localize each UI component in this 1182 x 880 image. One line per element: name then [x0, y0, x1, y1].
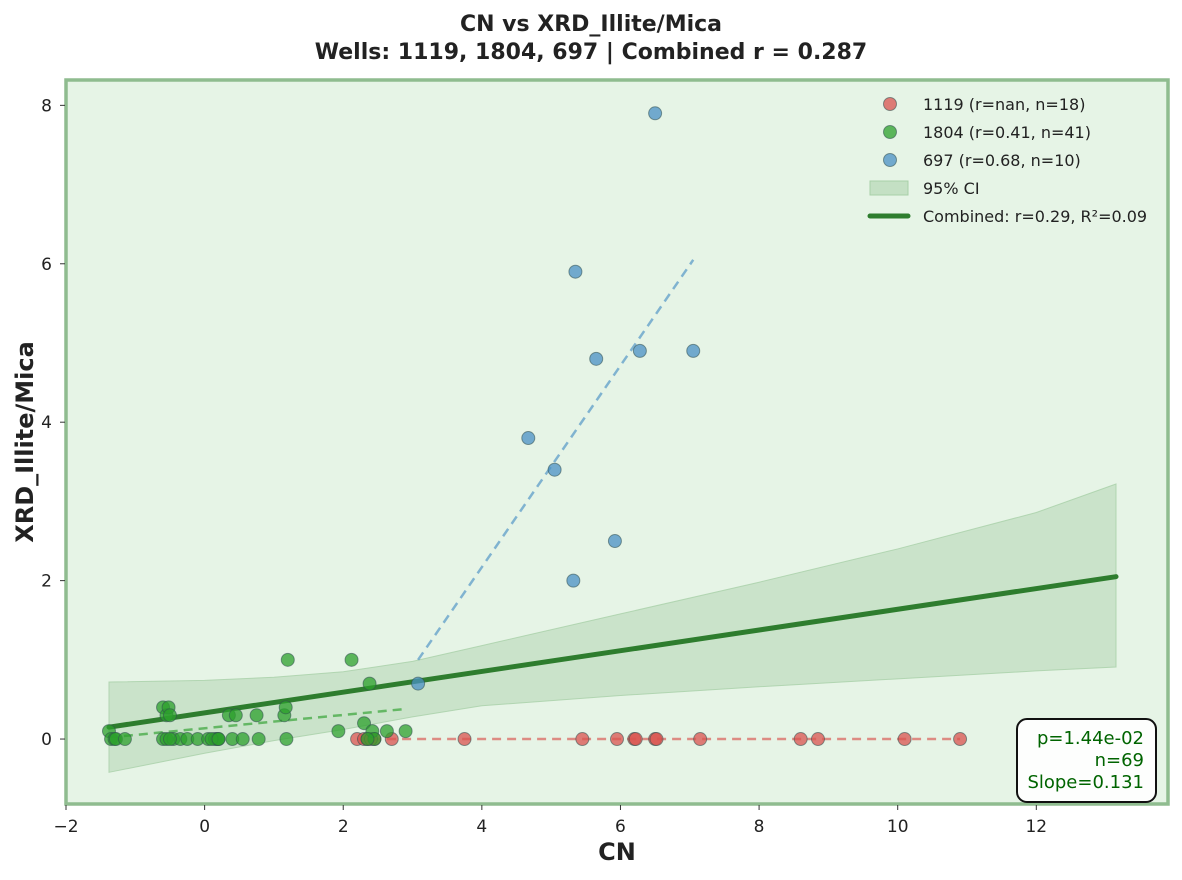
- confidence-band: [108, 483, 1117, 773]
- legend-marker-series-0: [883, 97, 897, 111]
- data-point-series-1-38: [162, 732, 177, 747]
- plot-frame: [64, 78, 1170, 806]
- legend-label: 1119 (r=nan, n=18): [923, 95, 1085, 114]
- fit-line-series-2: [417, 259, 695, 661]
- data-point-series-1-28: [280, 652, 295, 667]
- legend-label: 95% CI: [923, 179, 980, 198]
- data-point-series-1-27: [279, 732, 294, 747]
- y-tick-label: 4: [41, 413, 52, 433]
- data-point-series-2-7: [632, 343, 647, 358]
- data-point-series-1-30: [344, 652, 359, 667]
- fit-line-series-1: [108, 707, 406, 739]
- data-point-series-2-5: [589, 351, 604, 366]
- plot-background: [66, 80, 1168, 804]
- data-point-series-0-7: [610, 732, 624, 747]
- data-point-series-1-35: [398, 724, 413, 739]
- data-point-series-2-3: [566, 573, 581, 588]
- data-point-series-2-4: [568, 264, 583, 279]
- y-tick-label: 8: [41, 96, 52, 116]
- data-point-series-1-4: [117, 732, 132, 747]
- x-tick-label: 6: [615, 817, 626, 837]
- legend-marker-series-1: [883, 125, 897, 139]
- data-point-series-0-13: [793, 732, 808, 747]
- x-tick-label: 0: [199, 817, 210, 837]
- data-point-series-1-32: [362, 676, 377, 691]
- data-point-series-1-29: [331, 724, 346, 739]
- data-point-series-1-21: [228, 708, 243, 723]
- data-point-series-2-1: [521, 431, 536, 446]
- data-point-series-2-9: [686, 343, 701, 358]
- x-tick-label: 2: [338, 817, 349, 837]
- x-axis-label: CN: [598, 838, 636, 866]
- stats-box: [1016, 718, 1157, 803]
- data-point-series-1-40: [360, 732, 375, 747]
- data-point-series-0-11: [649, 732, 664, 747]
- stats-line: p=1.44e-02: [1037, 728, 1144, 749]
- legend-label: 697 (r=0.68, n=10): [923, 151, 1081, 170]
- legend-ci-swatch: [869, 180, 909, 196]
- x-tick-label: −2: [53, 817, 78, 837]
- data-point-series-1-10: [162, 708, 177, 723]
- stats-line: n=69: [1095, 750, 1144, 771]
- x-tick-label: 10: [887, 817, 909, 837]
- data-point-series-2-0: [411, 676, 426, 691]
- data-point-series-0-9: [628, 732, 643, 747]
- data-point-series-1-26: [278, 700, 293, 715]
- chart-title: CN vs XRD_Illite/Mica: [459, 12, 723, 37]
- data-point-series-0-16: [953, 732, 968, 747]
- legend-label: Combined: r=0.29, R²=0.09: [923, 207, 1147, 226]
- y-axis-label: XRD_Illite/Mica: [11, 341, 39, 543]
- data-point-series-2-8: [648, 106, 663, 121]
- data-point-series-2-6: [607, 534, 622, 549]
- data-point-series-1-34: [379, 724, 394, 739]
- stats-line: Slope=0.131: [1027, 772, 1144, 793]
- x-tick-label: 8: [754, 817, 765, 837]
- data-point-series-2-2: [547, 462, 562, 477]
- x-tick-label: 4: [476, 817, 487, 837]
- data-point-series-0-6: [575, 732, 590, 747]
- combined-fit-line: [106, 574, 1119, 730]
- data-point-series-1-22: [235, 732, 250, 747]
- data-point-series-1-23: [249, 708, 264, 723]
- legend-marker-series-2: [883, 153, 897, 167]
- data-point-series-0-12: [693, 732, 708, 747]
- chart-subtitle: Wells: 1119, 1804, 697 | Combined r = 0.…: [314, 40, 868, 65]
- y-tick-label: 6: [41, 255, 52, 275]
- data-point-series-0-5: [457, 732, 472, 747]
- y-tick-label: 2: [41, 572, 52, 592]
- data-point-series-1-24: [251, 732, 266, 747]
- legend-label: 1804 (r=0.41, n=41): [923, 123, 1091, 142]
- data-point-series-0-14: [810, 732, 825, 747]
- data-point-series-0-15: [897, 732, 912, 747]
- x-tick-label: 12: [1025, 817, 1047, 837]
- data-point-series-1-39: [211, 732, 226, 747]
- y-tick-label: 0: [41, 730, 52, 750]
